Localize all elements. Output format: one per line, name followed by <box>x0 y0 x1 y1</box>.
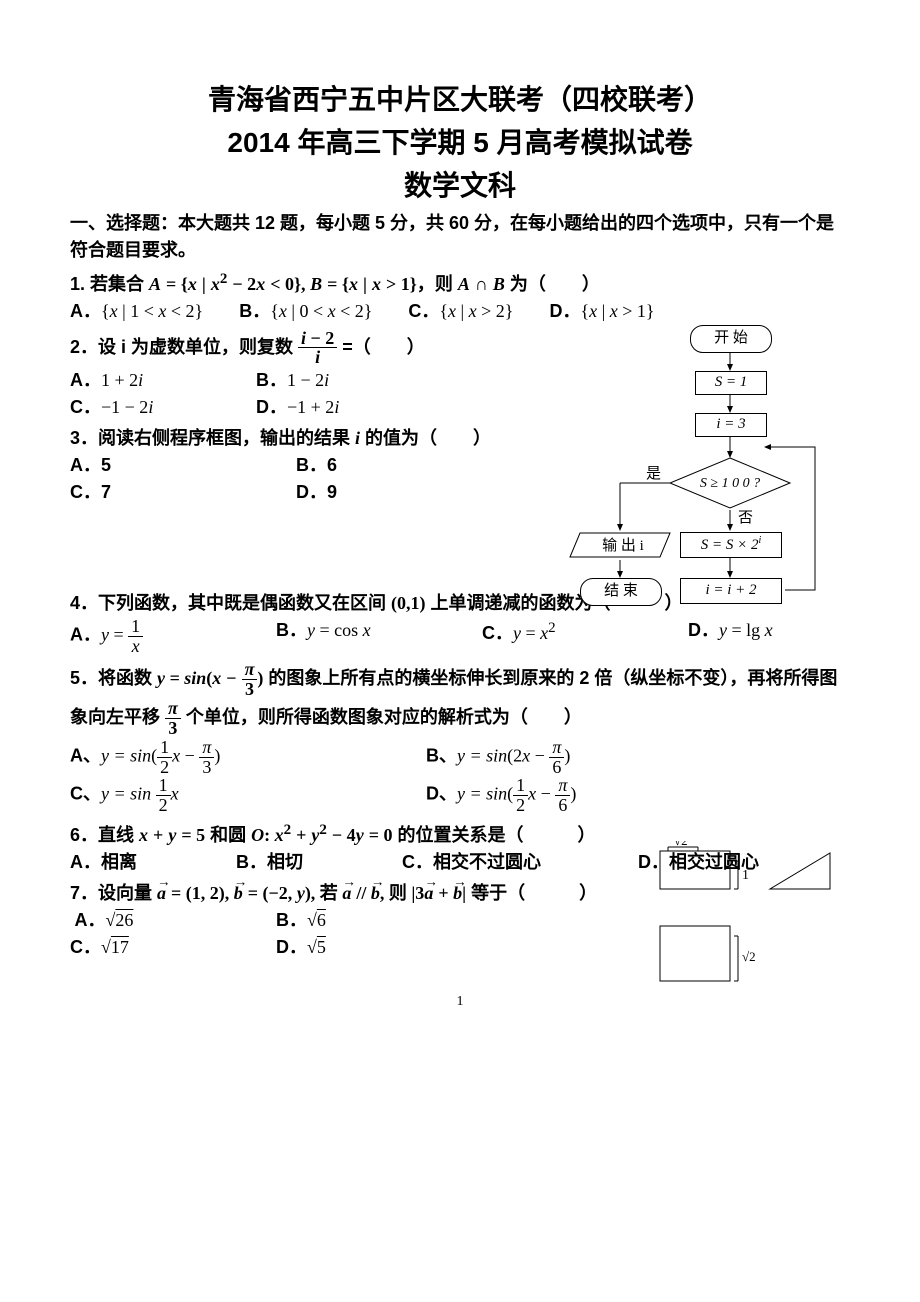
q3-options: A．5 B．6 C．7 D．9 <box>70 452 560 506</box>
title-line3: 数学文科 <box>70 166 850 205</box>
q3-stem: 3．阅读右侧程序框图，输出的结果 i 的值为（ ） <box>70 425 560 452</box>
q2-options: A．1 + 2i B．1 − 2i C．−1 − 2i D．−1 + 2i <box>70 367 560 421</box>
q5-options: A、y = sin(12x − π3) B、y = sin(2x − π6) C… <box>70 738 850 816</box>
q5-stem: 5．将函数 y = sin(x − π3) 的图象上所有点的横坐标伸长到原来的 … <box>70 660 850 738</box>
q1-options: A．{x | 1 < x < 2} B．{x | 0 < x < 2} C．{x… <box>70 298 850 325</box>
geometry-figures: √2 1 √2 <box>650 841 850 1001</box>
q1-stem: 1. 若集合 A = {x | x2 − 2x < 0}, B = {x | x… <box>70 268 850 298</box>
section-1-heading: 一、选择题：本大题共 12 题，每小题 5 分，共 60 分，在每小题给出的四个… <box>70 210 850 264</box>
title-line1: 青海省西宁五中片区大联考（四校联考） <box>70 80 850 119</box>
page-content: 青海省西宁五中片区大联考（四校联考） 2014 年高三下学期 5 月高考模拟试卷… <box>70 80 850 961</box>
svg-text:1: 1 <box>742 868 749 883</box>
title-line2: 2014 年高三下学期 5 月高考模拟试卷 <box>70 123 850 162</box>
flowchart: 开 始 S = 1 i = 3 S ≥ 1 0 0 ? 是 否 输 出 i S … <box>560 325 850 587</box>
q2-stem: 2．设 i 为虚数单位，则复数 i − 2i =（ ） <box>70 329 560 368</box>
svg-text:√2: √2 <box>742 949 756 964</box>
svg-text:√2: √2 <box>674 841 688 848</box>
